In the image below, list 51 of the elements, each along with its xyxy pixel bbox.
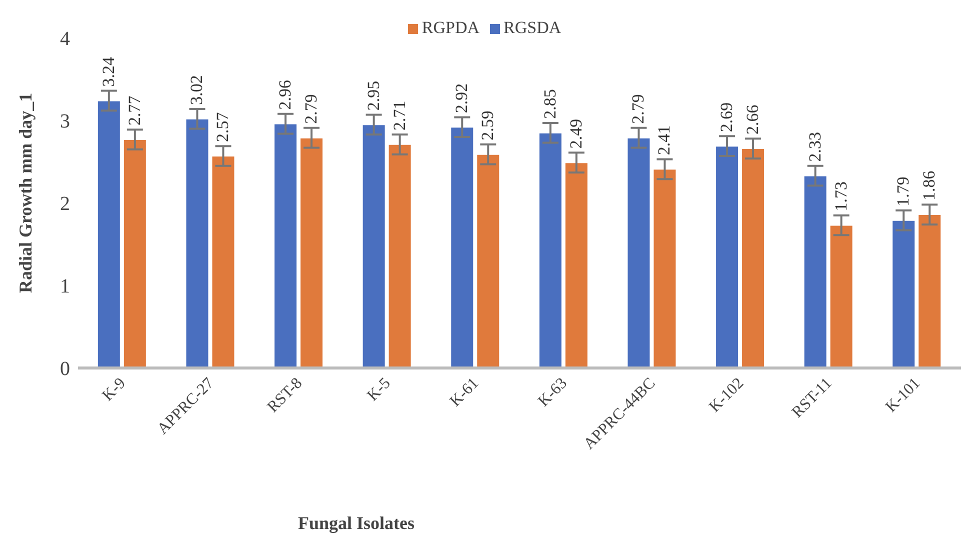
data-label: 2.92 [452, 83, 472, 114]
y-tick-label: 2 [60, 193, 70, 216]
bar [829, 224, 854, 368]
data-label: 2.66 [743, 104, 762, 135]
data-label: 1.86 [920, 170, 939, 201]
data-label: 2.79 [628, 94, 648, 124]
bar [564, 162, 588, 368]
y-tick-label: 4 [60, 28, 70, 50]
bar [538, 132, 562, 368]
bar [476, 154, 500, 368]
data-label: 2.59 [478, 110, 498, 140]
bar [211, 155, 236, 368]
data-label: 2.85 [540, 89, 560, 119]
data-label: 3.02 [187, 75, 206, 105]
data-label: 2.33 [805, 132, 824, 162]
y-tick-label: 3 [60, 110, 70, 133]
bar [741, 148, 766, 368]
bar [96, 100, 121, 368]
bar [803, 175, 828, 368]
bar [918, 214, 942, 368]
bar [274, 123, 298, 368]
data-label: 2.77 [124, 95, 144, 126]
data-label: 2.49 [566, 118, 586, 149]
data-label: 2.57 [213, 112, 232, 142]
bar [892, 220, 916, 368]
bar [450, 126, 474, 368]
bar [122, 138, 147, 368]
legend-label: RGSDA [504, 18, 562, 37]
bar [185, 118, 210, 368]
data-label: 2.95 [364, 80, 383, 111]
x-axis-title: Fungal Isolates [298, 513, 415, 534]
bar [715, 146, 740, 368]
y-axis-title: Radial Growth mm day_1 [15, 92, 36, 293]
y-tick-label: 1 [60, 276, 70, 298]
x-tick-label: K-9 [99, 374, 129, 404]
data-label: 2.79 [302, 94, 321, 124]
y-tick-label: 0 [60, 358, 70, 380]
data-label: 1.73 [831, 182, 850, 212]
data-label: 2.41 [654, 125, 674, 156]
data-label: 2.96 [276, 80, 295, 110]
legend-label: RGPDA [422, 18, 480, 37]
data-label: 2.69 [717, 102, 736, 132]
bar [626, 137, 651, 368]
bar [362, 124, 386, 368]
bar [388, 144, 412, 368]
bar [300, 137, 324, 368]
bar [652, 168, 677, 368]
data-label: 2.71 [390, 100, 409, 130]
x-tick-label: K-5 [364, 374, 394, 404]
data-label: 3.24 [98, 56, 118, 87]
data-label: 1.79 [894, 176, 913, 206]
